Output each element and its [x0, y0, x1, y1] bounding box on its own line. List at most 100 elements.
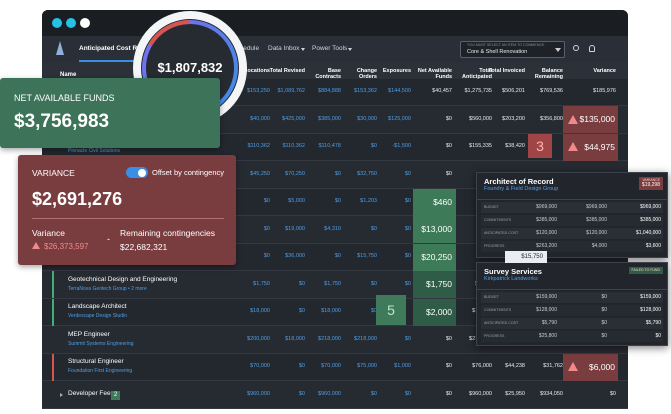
tab-underline [79, 60, 169, 62]
badge-value: $19,298 [641, 182, 660, 188]
cell-value: $0 [445, 390, 452, 397]
cell-value: $200,000 [247, 335, 270, 342]
column-header: Allocations [240, 68, 270, 74]
badge-text: 3 [536, 138, 544, 154]
row-accent [52, 271, 54, 298]
popup-company: Kirkpatrick Landworks [484, 276, 538, 282]
cell-value: $110,362 [282, 143, 305, 149]
cell-value: $32,750 [357, 170, 377, 177]
toggle[interactable] [126, 167, 148, 178]
cell-value: $0 [298, 280, 305, 287]
card-label: VARIANCE [32, 168, 75, 178]
popup-divider [477, 289, 667, 290]
detail-popup: Architect of Record Foundry & Field Desig… [476, 172, 668, 258]
cell-value: $0 [404, 280, 411, 287]
popup-row-label: BUDGET [484, 295, 499, 299]
row-subtitle: Summit Systems Engineering [68, 340, 134, 347]
cell-value: $0 [609, 390, 616, 397]
cell-value: $506,201 [502, 88, 525, 94]
column-header: Name [60, 72, 77, 78]
badge-balance [528, 134, 552, 158]
popup-row [481, 228, 663, 239]
nav-tab[interactable]: Anticipated Cost Report [79, 45, 154, 52]
detail-popup: Survey Services Kirkpatrick Landworks FAIL… [476, 262, 668, 346]
cell-value: $1,203 [360, 198, 377, 204]
cell-value: $0 [263, 198, 270, 204]
cell-value: $18,000 [321, 308, 341, 314]
cell-value: $15,750 [521, 254, 543, 260]
value-chip [505, 251, 547, 263]
nav-tab[interactable]: Schedule [232, 45, 260, 52]
popup-row [481, 305, 663, 316]
cell-value: $5,000 [288, 198, 305, 204]
popup-title: Survey Services [484, 267, 542, 276]
nav-tab[interactable]: Data Inbox [268, 45, 300, 52]
search-icon[interactable] [573, 45, 579, 51]
cell-value: $44,238 [505, 363, 525, 369]
cell-value: $934,050 [540, 390, 563, 397]
column-header: Base Contracts [315, 68, 341, 81]
cell-value: $44,975 [584, 141, 615, 152]
cell-value: $0 [370, 308, 377, 314]
popup-value: $0 [601, 294, 607, 300]
popup-row-label: COMMITMENTS [484, 308, 512, 312]
table-row [42, 353, 628, 381]
cell-value: $1,750 [253, 280, 270, 287]
cell-value: $135,000 [579, 114, 615, 124]
cell-value: $19,000 [285, 225, 305, 232]
cell-value: $38,420 [505, 143, 525, 149]
cell-value: $1,089,762 [277, 88, 305, 94]
cell-value: $0 [445, 115, 452, 122]
warning-icon [568, 142, 578, 151]
row-name: Structural Engineer [68, 358, 124, 365]
column-header: Exposures [382, 68, 411, 74]
cell-value: $560,000 [469, 115, 492, 122]
bell-icon[interactable] [589, 45, 595, 52]
popup-divider [477, 199, 667, 200]
popup-value: $385,000 [536, 217, 557, 223]
cell-value: -$1,500 [392, 143, 411, 149]
title-bar [42, 10, 628, 36]
cell-value: $153,362 [354, 88, 377, 94]
popup-row-label: COMMITMENTS [484, 218, 512, 222]
badge-text: 5 [387, 302, 395, 318]
cell-value: $0 [370, 143, 377, 149]
popup-row-label: PROGRESS [484, 244, 505, 248]
cell-value: $144,500 [388, 88, 411, 94]
popup-value: $1,040,000 [635, 230, 661, 236]
cell-value: $0 [334, 198, 341, 204]
popup-row [481, 215, 663, 226]
nav-tab[interactable]: Power Tools [312, 45, 348, 52]
cell-value: $185,976 [593, 88, 616, 94]
row-subtitle: Pinnacle Civil Solutions [68, 148, 120, 154]
cell-value: $0 [445, 363, 452, 369]
row-subtitle: Verdescape Design Studio [68, 313, 127, 319]
popup-value: $969,000 [640, 204, 661, 210]
cell-value: $45,250 [250, 170, 270, 177]
row-accent [52, 298, 54, 326]
popup-row [481, 241, 663, 252]
popup-row [481, 202, 663, 213]
popup-title: Architect of Record [484, 177, 554, 186]
cell-value: $0 [445, 335, 452, 342]
row-subtitle: TerraNova Geotech Group • 2 more [68, 285, 147, 292]
sub-label: Remaining contingencies [120, 228, 215, 238]
badge-exposure [376, 295, 406, 325]
popup-row-label: ANTICIPATED COST [484, 231, 519, 235]
ring-segment [148, 19, 191, 47]
row-subtitle: Foundation First Engineering [68, 368, 133, 374]
window-dot [66, 18, 76, 28]
sub-amount: $22,682,321 [120, 242, 168, 252]
highlight-cell [413, 271, 456, 298]
popup-row [481, 318, 663, 329]
popup-value: $385,000 [586, 217, 607, 223]
cell-value: $0 [334, 253, 341, 259]
cell-value: $125,000 [388, 115, 411, 122]
cell-value: $0 [298, 363, 305, 369]
cell-value: $769,536 [540, 88, 563, 94]
project-selector[interactable]: YOU MUST SELECT AN ITEM TO COMMENCE Core … [460, 41, 565, 58]
cell-value: $0 [334, 170, 341, 177]
cell-value: $6,000 [589, 361, 615, 372]
cell-value: $110,478 [318, 143, 341, 149]
cell-value: $18,000 [250, 308, 270, 314]
